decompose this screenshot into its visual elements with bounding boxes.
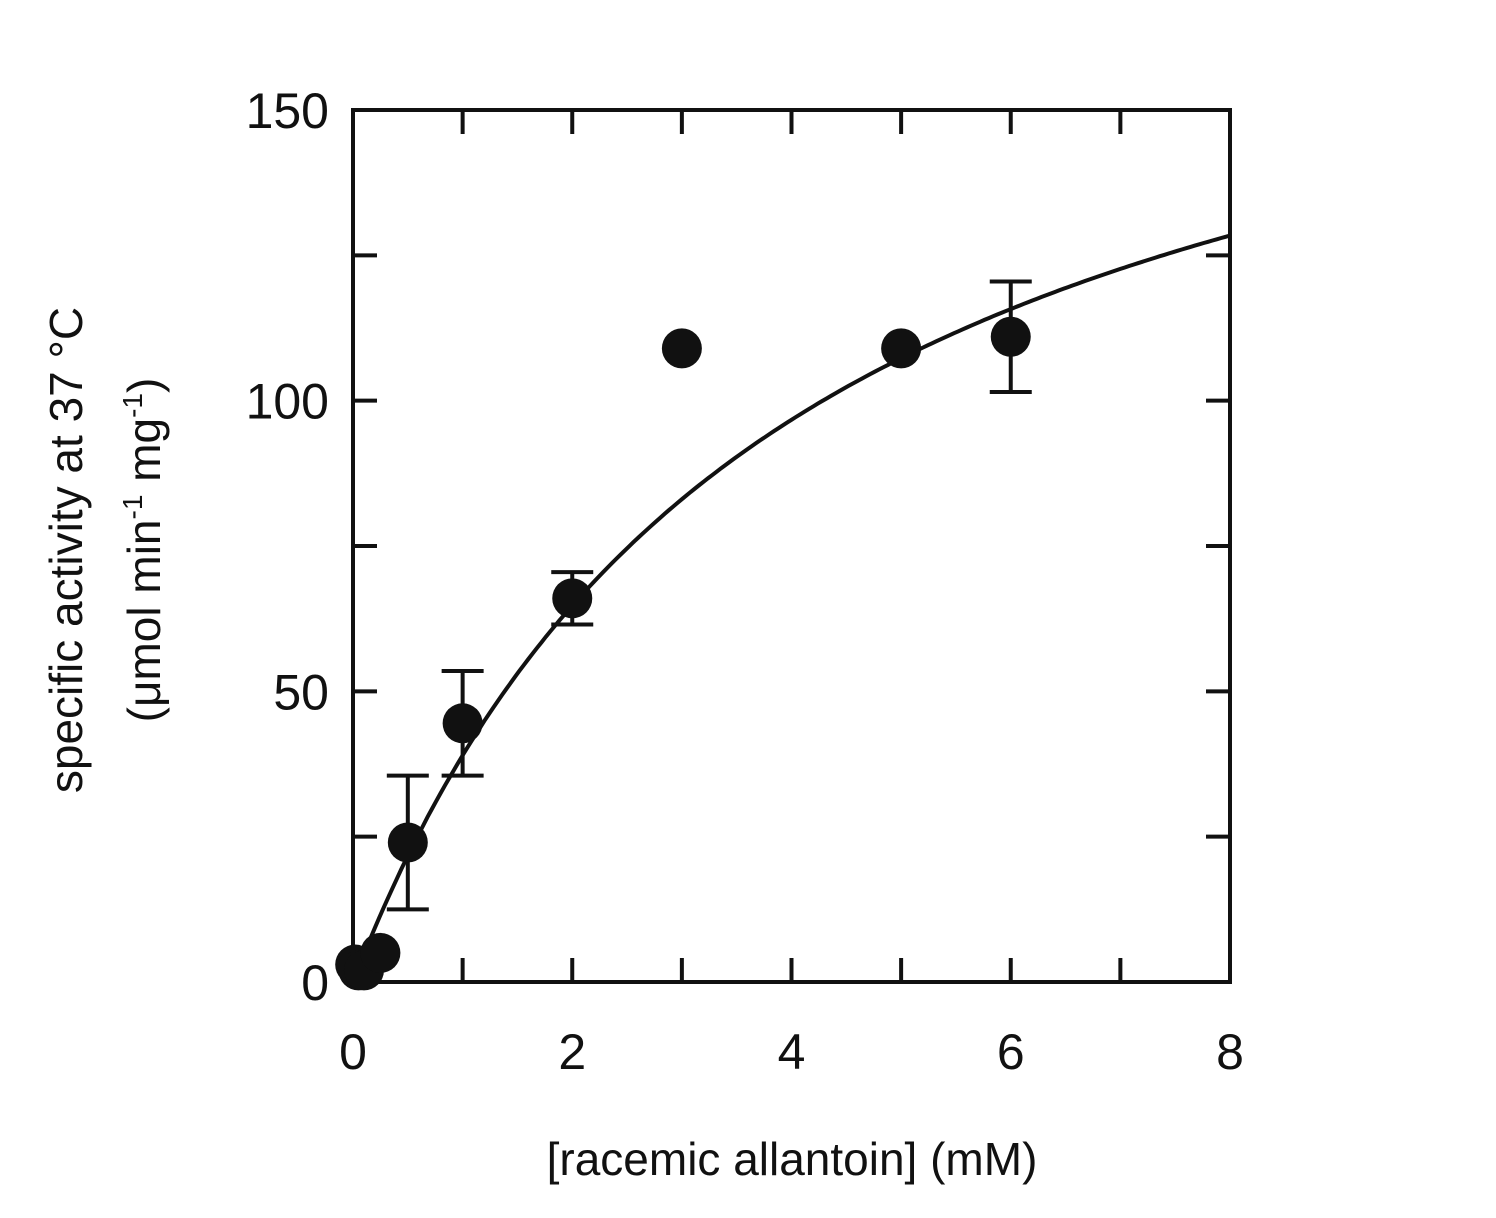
x-tick-label: 8 xyxy=(1216,1024,1244,1080)
y-label-part: mg xyxy=(118,418,170,495)
x-tick-label: 6 xyxy=(997,1024,1025,1080)
data-point xyxy=(881,328,922,369)
y-tick-label: 0 xyxy=(301,955,329,1011)
y-tick-label: 150 xyxy=(246,83,329,139)
y-label-sup: -1 xyxy=(117,495,148,520)
y-tick-label: 100 xyxy=(246,374,329,430)
axis-ticks xyxy=(351,108,1232,984)
x-tick-label: 4 xyxy=(778,1024,806,1080)
x-axis-label: [racemic allantoin] (mM) xyxy=(547,1133,1038,1185)
y-axis-label-line2: (μmol min-1 mg-1) xyxy=(117,378,170,723)
y-label-sup: -1 xyxy=(117,393,148,418)
x-tick-label: 2 xyxy=(558,1024,586,1080)
data-point xyxy=(661,328,702,369)
plot-frame xyxy=(351,108,1232,984)
tick-labels: 0 2 4 6 8 0 50 100 150 xyxy=(246,83,1244,1080)
data-point xyxy=(387,822,428,863)
data-point xyxy=(990,316,1031,357)
y-axis-label-line1: specific activity at 37 °C xyxy=(40,307,92,793)
data-points-layer xyxy=(335,279,1032,991)
fit-curve xyxy=(351,233,1231,983)
data-point xyxy=(552,578,593,619)
data-point xyxy=(442,703,483,744)
y-label-part: ) xyxy=(118,378,170,393)
x-tick-label: 0 xyxy=(339,1024,367,1080)
y-label-part: (μmol min xyxy=(118,519,170,722)
y-tick-label: 50 xyxy=(273,664,329,720)
y-axis-label: specific activity at 37 °C (μmol min-1 m… xyxy=(40,307,170,793)
data-point xyxy=(360,932,401,973)
fit-curve-layer xyxy=(351,233,1231,983)
